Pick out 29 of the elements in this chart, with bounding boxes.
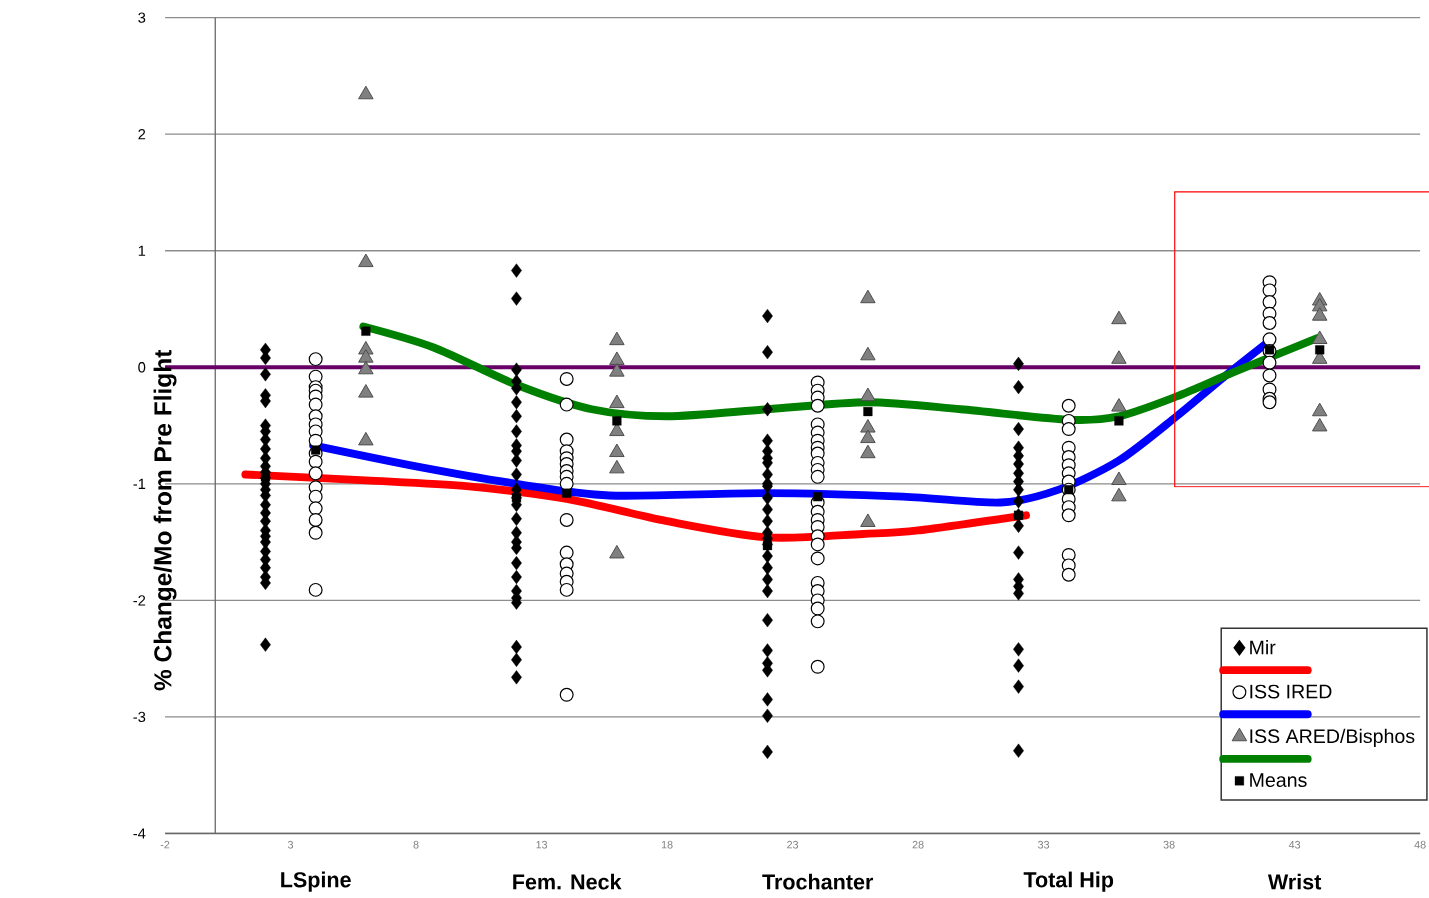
y-tick-label: 3 (138, 12, 146, 23)
legend-label: Mir (1250, 639, 1276, 655)
legend-label: ISS ARED/Bisphos (1250, 728, 1415, 747)
y-tick-label: -2 (133, 595, 146, 606)
x-tick-label: 48 (1414, 840, 1426, 849)
x-tick-label: 38 (1163, 840, 1175, 849)
text: LSpine (281, 871, 351, 892)
text: Trochanter (762, 873, 874, 890)
y-tick-label: 2 (138, 128, 146, 140)
x-tick-label: 8 (413, 840, 419, 849)
x-tick-label: 23 (787, 840, 799, 849)
text: Total Hip (1023, 871, 1114, 892)
x-tick-label: 43 (1288, 840, 1301, 849)
y-tick-label: 0 (138, 361, 146, 373)
y-tick-label: 1 (138, 245, 146, 256)
legend-label: Means (1250, 773, 1307, 787)
text: Wrist (1267, 873, 1322, 890)
x-tick-label: 28 (912, 840, 924, 849)
x-tick-label: -2 (160, 840, 170, 849)
text: Fem. Neck (513, 873, 622, 890)
x-tick-label: 3 (287, 840, 294, 849)
y-tick-label: -4 (133, 828, 146, 839)
y-axis-title: % Change/Mo from Pre Flight (153, 349, 177, 691)
x-tick-label: 33 (1038, 840, 1050, 849)
y-tick-label: -3 (133, 711, 146, 722)
x-tick-label: 18 (661, 840, 673, 849)
x-tick-label: 13 (536, 840, 548, 849)
y-tick-label: -1 (133, 478, 146, 489)
legend-label: ISS IRED (1250, 684, 1332, 699)
